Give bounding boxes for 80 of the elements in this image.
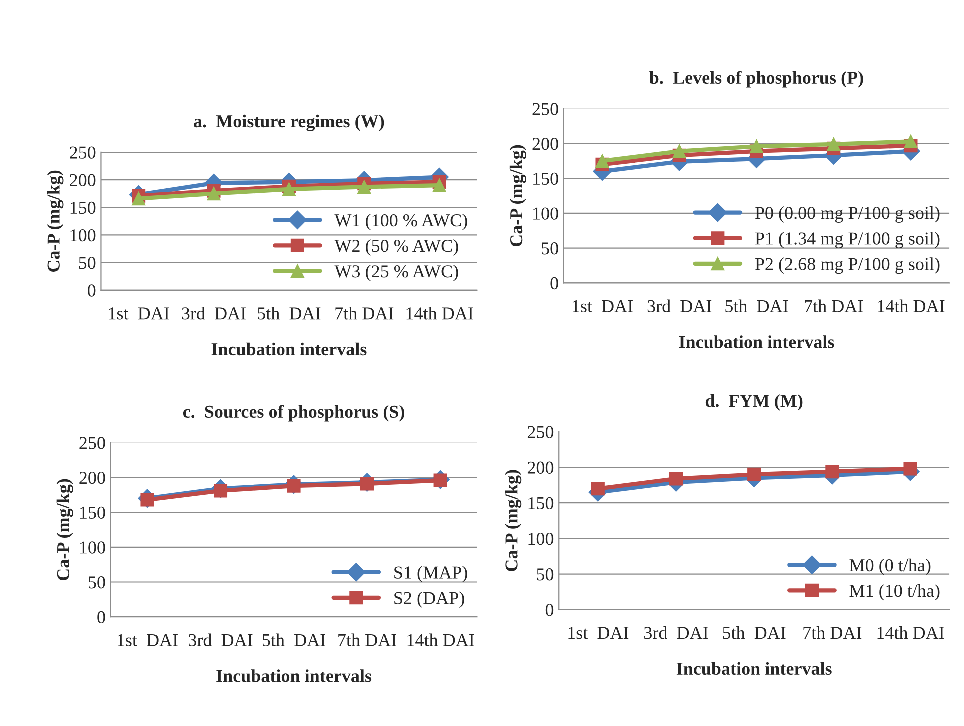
legend-label: P1 (1.34 mg P/100 g soil): [755, 232, 940, 249]
y-tick-label: 200: [70, 174, 96, 186]
point: [591, 482, 605, 496]
point: [748, 468, 762, 482]
x-tick-label: 3rd DAI: [189, 634, 253, 646]
y-tick-label: 100: [528, 532, 554, 546]
point: [826, 465, 840, 479]
legend-label: S1 (MAP): [394, 566, 468, 583]
chart-title: d. FYM (M): [706, 394, 803, 411]
x-tick-label: 3rd DAI: [182, 307, 246, 320]
x-tick-label: 1st DAI: [572, 300, 633, 313]
y-tick-label: 150: [528, 497, 554, 510]
x-tick-label: 14th DAI: [408, 634, 474, 646]
point: [207, 187, 221, 201]
x-tick-label: 7th DAI: [805, 300, 864, 313]
x-tick-label: 3rd DAI: [648, 300, 712, 313]
x-tick-label: 1st DAI: [109, 308, 170, 320]
x-axis-title: Incubation intervals: [679, 336, 834, 348]
chart-title: a. Moisture regimes (W): [194, 114, 384, 132]
y-tick-label: 100: [70, 229, 96, 242]
x-axis-title: Incubation intervals: [216, 670, 372, 682]
y-tick-label: 0: [88, 284, 96, 297]
point: [669, 472, 684, 486]
legend-label: W3 (25 % AWC): [334, 265, 458, 282]
y-tick-label: 100: [80, 542, 106, 554]
y-tick-label: 0: [546, 604, 554, 616]
x-tick-label: 3rd DAI: [644, 626, 708, 640]
y-tick-label: 150: [70, 202, 96, 214]
y-axis-title: Ca-P (mg/kg): [47, 170, 64, 272]
point: [282, 182, 296, 196]
point: [358, 180, 372, 194]
y-tick-label: 50: [537, 568, 554, 581]
y-tick-label: 200: [532, 138, 558, 150]
y-axis-title: Ca-P (mg/kg): [505, 470, 522, 572]
y-tick-label: 200: [528, 462, 554, 474]
y-axis-title: Ca-P (mg/kg): [510, 145, 526, 247]
y-tick-label: 250: [532, 103, 558, 116]
x-tick-label: 5th DAI: [726, 300, 788, 313]
x-tick-label: 14th DAI: [878, 626, 944, 640]
legend-label: S2 (DAP): [394, 592, 464, 608]
y-tick-label: 150: [534, 172, 558, 186]
x-tick-label: 7th DAI: [336, 307, 394, 320]
x-axis-title: Incubation intervals: [212, 342, 367, 356]
point: [596, 154, 610, 168]
point: [432, 178, 446, 192]
y-tick-label: 50: [88, 576, 106, 589]
y-tick-label: 50: [542, 242, 558, 255]
point: [750, 140, 764, 154]
x-tick-label: 14th DAI: [878, 300, 945, 313]
chart-title: c. Sources of phosphorus (S): [183, 405, 404, 422]
x-tick-label: 1st DAI: [568, 627, 629, 640]
chart-title: b. Levels of phosphorus (P): [650, 71, 864, 88]
y-tick-label: 200: [80, 472, 106, 484]
x-tick-label: 7th DAI: [804, 626, 862, 640]
x-tick-label: 1st DAI: [118, 634, 178, 646]
legend-label: W1 (100 % AWC): [334, 214, 468, 230]
x-tick-label: 5th DAI: [262, 634, 326, 646]
x-tick-label: 14th DAI: [406, 307, 474, 320]
x-tick-label: 5th DAI: [723, 626, 786, 640]
x-axis-title: Incubation intervals: [676, 662, 832, 676]
y-tick-label: 250: [528, 426, 554, 438]
y-tick-label: 250: [70, 146, 96, 159]
legend-label: W2 (50 % AWC): [334, 239, 458, 256]
point: [672, 144, 686, 158]
point: [827, 138, 841, 152]
point: [132, 192, 146, 206]
y-tick-label: 50: [79, 257, 96, 270]
y-tick-label: 150: [80, 506, 106, 519]
x-tick-label: 5th DAI: [258, 307, 321, 320]
legend-label: M1 (10 t/ha): [850, 584, 940, 601]
legend-label: M0 (0 t/ha): [850, 558, 931, 576]
legend-label: P0 (0.00 mg P/100 g soil): [755, 206, 940, 223]
y-tick-label: 100: [534, 208, 558, 220]
y-tick-label: 0: [550, 277, 558, 290]
x-tick-label: 7th DAI: [338, 634, 396, 646]
point: [904, 134, 918, 148]
y-axis-title: Ca-P (mg/kg): [56, 479, 74, 580]
y-tick-label: 0: [98, 611, 106, 624]
legend-label: P2 (2.68 mg P/100 g soil): [755, 258, 940, 274]
y-tick-label: 250: [80, 437, 106, 450]
